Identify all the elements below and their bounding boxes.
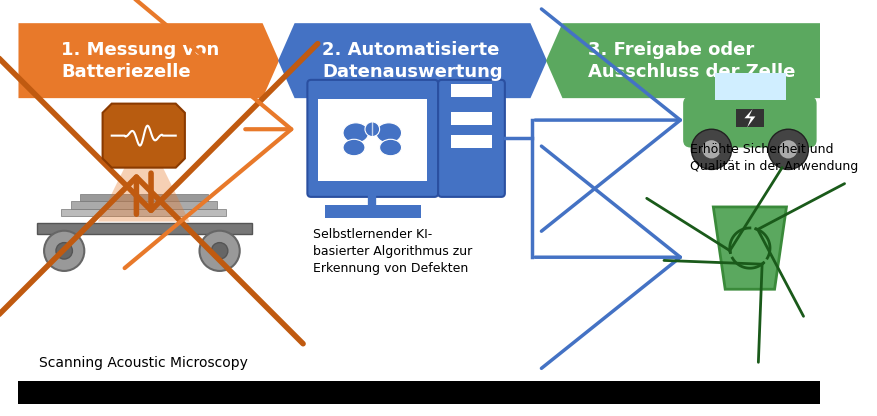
Polygon shape — [713, 207, 787, 289]
Polygon shape — [278, 23, 547, 98]
Bar — [736, 109, 764, 127]
Text: Scanning Acoustic Microscopy: Scanning Acoustic Microscopy — [39, 356, 248, 370]
Circle shape — [199, 231, 239, 271]
FancyBboxPatch shape — [307, 80, 438, 197]
Ellipse shape — [343, 139, 365, 156]
Text: 2. Automatisierte
Datenauswertung: 2. Automatisierte Datenauswertung — [322, 40, 503, 81]
Circle shape — [44, 231, 84, 271]
Polygon shape — [98, 166, 189, 222]
Bar — [80, 194, 208, 201]
Circle shape — [56, 243, 73, 259]
Circle shape — [691, 129, 731, 169]
Bar — [70, 201, 217, 209]
Bar — [37, 223, 252, 234]
Bar — [451, 135, 492, 148]
Ellipse shape — [365, 122, 380, 136]
Bar — [451, 84, 492, 97]
Bar — [318, 99, 427, 181]
Ellipse shape — [376, 123, 402, 143]
Ellipse shape — [380, 139, 402, 156]
Ellipse shape — [343, 123, 368, 143]
Bar — [61, 209, 226, 216]
Bar — [451, 112, 492, 125]
FancyBboxPatch shape — [683, 97, 816, 148]
Polygon shape — [745, 109, 755, 127]
Circle shape — [702, 140, 721, 158]
Text: 1. Messung von
Batteriezelle: 1. Messung von Batteriezelle — [61, 40, 219, 81]
Circle shape — [768, 129, 809, 169]
Circle shape — [779, 140, 797, 158]
Polygon shape — [704, 67, 795, 104]
Text: Selbstlernender KI-
basierter Algorithmus zur
Erkennung von Defekten: Selbstlernender KI- basierter Algorithmu… — [313, 228, 472, 275]
Polygon shape — [103, 104, 185, 168]
Bar — [715, 72, 787, 100]
Bar — [324, 205, 421, 218]
Polygon shape — [546, 23, 820, 98]
Text: 3. Freigabe oder
Ausschluss der Zelle: 3. Freigabe oder Ausschluss der Zelle — [588, 40, 795, 81]
Polygon shape — [18, 23, 279, 98]
Text: Erhöhte Sicherheit und
Qualität in der Anwendung: Erhöhte Sicherheit und Qualität in der A… — [690, 143, 859, 173]
FancyBboxPatch shape — [699, 60, 801, 109]
Bar — [18, 381, 820, 416]
Circle shape — [211, 243, 228, 259]
FancyBboxPatch shape — [438, 80, 505, 197]
